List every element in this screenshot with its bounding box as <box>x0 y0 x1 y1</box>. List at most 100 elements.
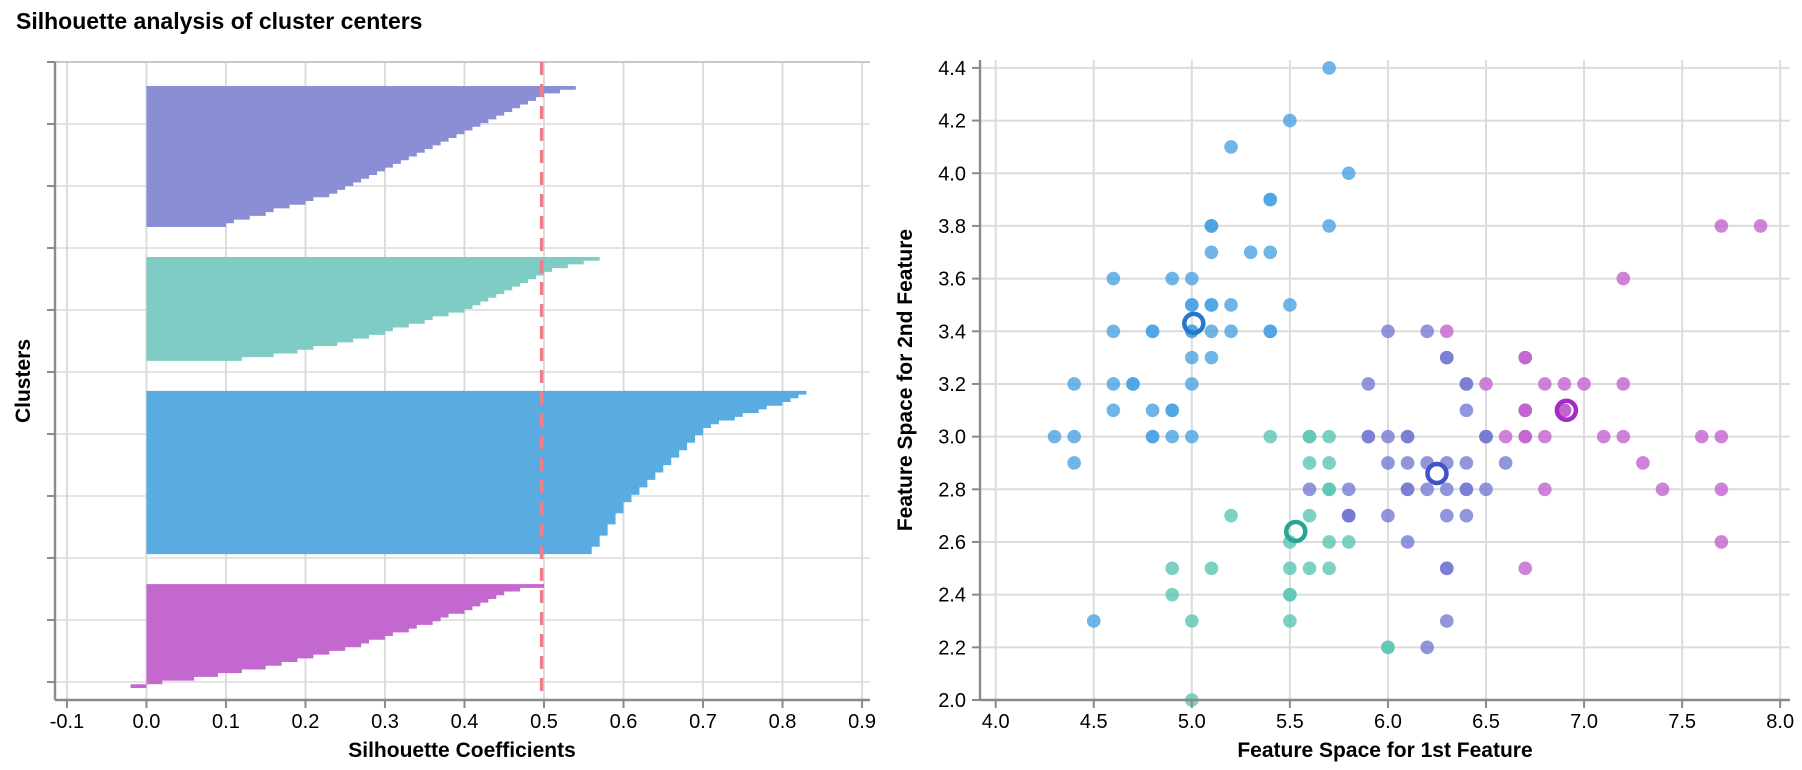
scatter-point <box>1439 561 1454 576</box>
scatter-point <box>1361 429 1376 444</box>
scatter-point <box>1420 640 1434 655</box>
x-tick-label: 0.2 <box>292 711 320 733</box>
scatter-xaxis-label: Feature Space for 1st Feature <box>1237 739 1532 762</box>
scatter-point <box>1106 324 1121 339</box>
scatter-point <box>1047 429 1062 444</box>
scatter-point <box>1381 508 1395 523</box>
cluster-center-ring <box>1554 398 1579 423</box>
scatter-points <box>1047 61 1768 707</box>
scatter-point <box>1459 403 1474 418</box>
x-tick-label: 8.0 <box>1766 711 1794 733</box>
scatter-point <box>1577 377 1591 391</box>
scatter-point <box>1067 429 1081 444</box>
scatter-point <box>1204 324 1219 339</box>
silhouette-band-cluster-blue <box>146 390 807 555</box>
scatter-point <box>1714 482 1729 497</box>
y-tick-label: 4.0 <box>938 163 966 185</box>
scatter-point <box>1459 508 1474 523</box>
scatter-point <box>1420 324 1434 339</box>
y-tick-label: 3.0 <box>938 427 966 449</box>
y-tick-label: 3.8 <box>938 216 966 238</box>
scatter-tick-labels: 4.0 4.5 5.0 5.5 6.0 6.5 7.0 7.5 8.0 2.0 2.2 2.4 2.6 2… <box>938 58 1794 733</box>
scatter-point <box>1185 377 1199 391</box>
scatter-point <box>1714 535 1729 549</box>
y-tick-label: 3.4 <box>938 321 966 343</box>
scatter-point <box>1263 245 1278 260</box>
x-tick-label: 5.0 <box>1178 711 1206 733</box>
scatter-point <box>1204 350 1219 365</box>
x-tick-label: 0.3 <box>371 711 399 733</box>
scatter-point <box>1185 271 1199 286</box>
scatter-point <box>1341 482 1356 497</box>
scatter-point <box>1165 587 1180 602</box>
scatter-point <box>1106 403 1121 418</box>
x-tick-label: 4.5 <box>1080 711 1108 733</box>
scatter-point <box>1714 219 1729 233</box>
scatter-point <box>1538 482 1552 497</box>
scatter-point <box>1165 561 1180 576</box>
x-tick-label: 0.0 <box>133 711 161 733</box>
scatter-point <box>1322 456 1336 470</box>
scatter-point <box>1106 271 1121 286</box>
scatter-point <box>1400 429 1415 444</box>
scatter-point <box>1518 403 1533 418</box>
scatter-point <box>1283 614 1297 628</box>
scatter-point <box>1322 219 1336 233</box>
scatter-point <box>1518 350 1533 365</box>
scatter-point <box>1616 429 1631 444</box>
scatter-gridlines <box>980 60 1790 701</box>
scatter-point <box>1185 350 1199 365</box>
scatter-point <box>1381 456 1395 470</box>
scatter-point <box>1204 298 1219 312</box>
scatter-point <box>1263 324 1278 339</box>
scatter-point <box>1145 429 1160 444</box>
scatter-point <box>1185 298 1199 312</box>
scatter-point <box>1263 192 1278 207</box>
scatter-point <box>1420 482 1434 497</box>
silhouette-tick-labels: -0.1 0.0 0.1 0.2 0.3 0.4 0.5 0.6 0.7 0.8 0.9 <box>50 711 876 733</box>
scatter-point <box>1302 429 1317 444</box>
silhouette-yaxis-label: Clusters <box>12 339 35 423</box>
scatter-point <box>1067 456 1081 470</box>
silhouette-xaxis-label: Silhouette Coefficients <box>348 739 576 762</box>
x-tick-label: 5.5 <box>1276 711 1304 733</box>
x-tick-label: 4.0 <box>982 711 1010 733</box>
scatter-point <box>1557 377 1572 391</box>
silhouette-band-cluster-magenta <box>130 584 544 688</box>
silhouette-band-cluster-slate <box>146 86 576 227</box>
scatter-point <box>1204 561 1219 576</box>
cluster-center-ring <box>1425 461 1449 486</box>
scatter-point <box>1185 614 1199 628</box>
scatter-point <box>1616 271 1631 286</box>
scatter-point <box>1479 429 1493 444</box>
scatter-point <box>1224 324 1238 339</box>
scatter-point <box>1518 561 1533 576</box>
scatter-point <box>1381 640 1395 655</box>
x-tick-label: 0.7 <box>689 711 717 733</box>
scatter-point <box>1302 561 1317 576</box>
x-tick-label: 7.0 <box>1570 711 1598 733</box>
scatter-point <box>1400 535 1415 549</box>
scatter-point <box>1400 456 1415 470</box>
scatter-point <box>1243 245 1258 260</box>
scatter-point <box>1224 298 1238 312</box>
scatter-point <box>1165 429 1180 444</box>
scatter-point <box>1538 429 1552 444</box>
scatter-point <box>1067 377 1081 391</box>
y-tick-label: 3.6 <box>938 269 966 291</box>
y-tick-label: 2.0 <box>938 690 966 712</box>
scatter-point <box>1283 113 1297 128</box>
scatter-point <box>1165 403 1180 418</box>
scatter-axes <box>972 60 1790 708</box>
silhouette-axes <box>47 61 870 708</box>
x-tick-label: 6.5 <box>1472 711 1500 733</box>
y-tick-label: 4.4 <box>938 58 966 80</box>
scatter-point <box>1459 482 1474 497</box>
scatter-point <box>1557 403 1572 418</box>
scatter-point <box>1283 298 1297 312</box>
scatter-point <box>1165 271 1180 286</box>
cluster-center-ring <box>1182 311 1206 336</box>
scatter-point <box>1145 324 1160 339</box>
scatter-point <box>1086 614 1101 628</box>
